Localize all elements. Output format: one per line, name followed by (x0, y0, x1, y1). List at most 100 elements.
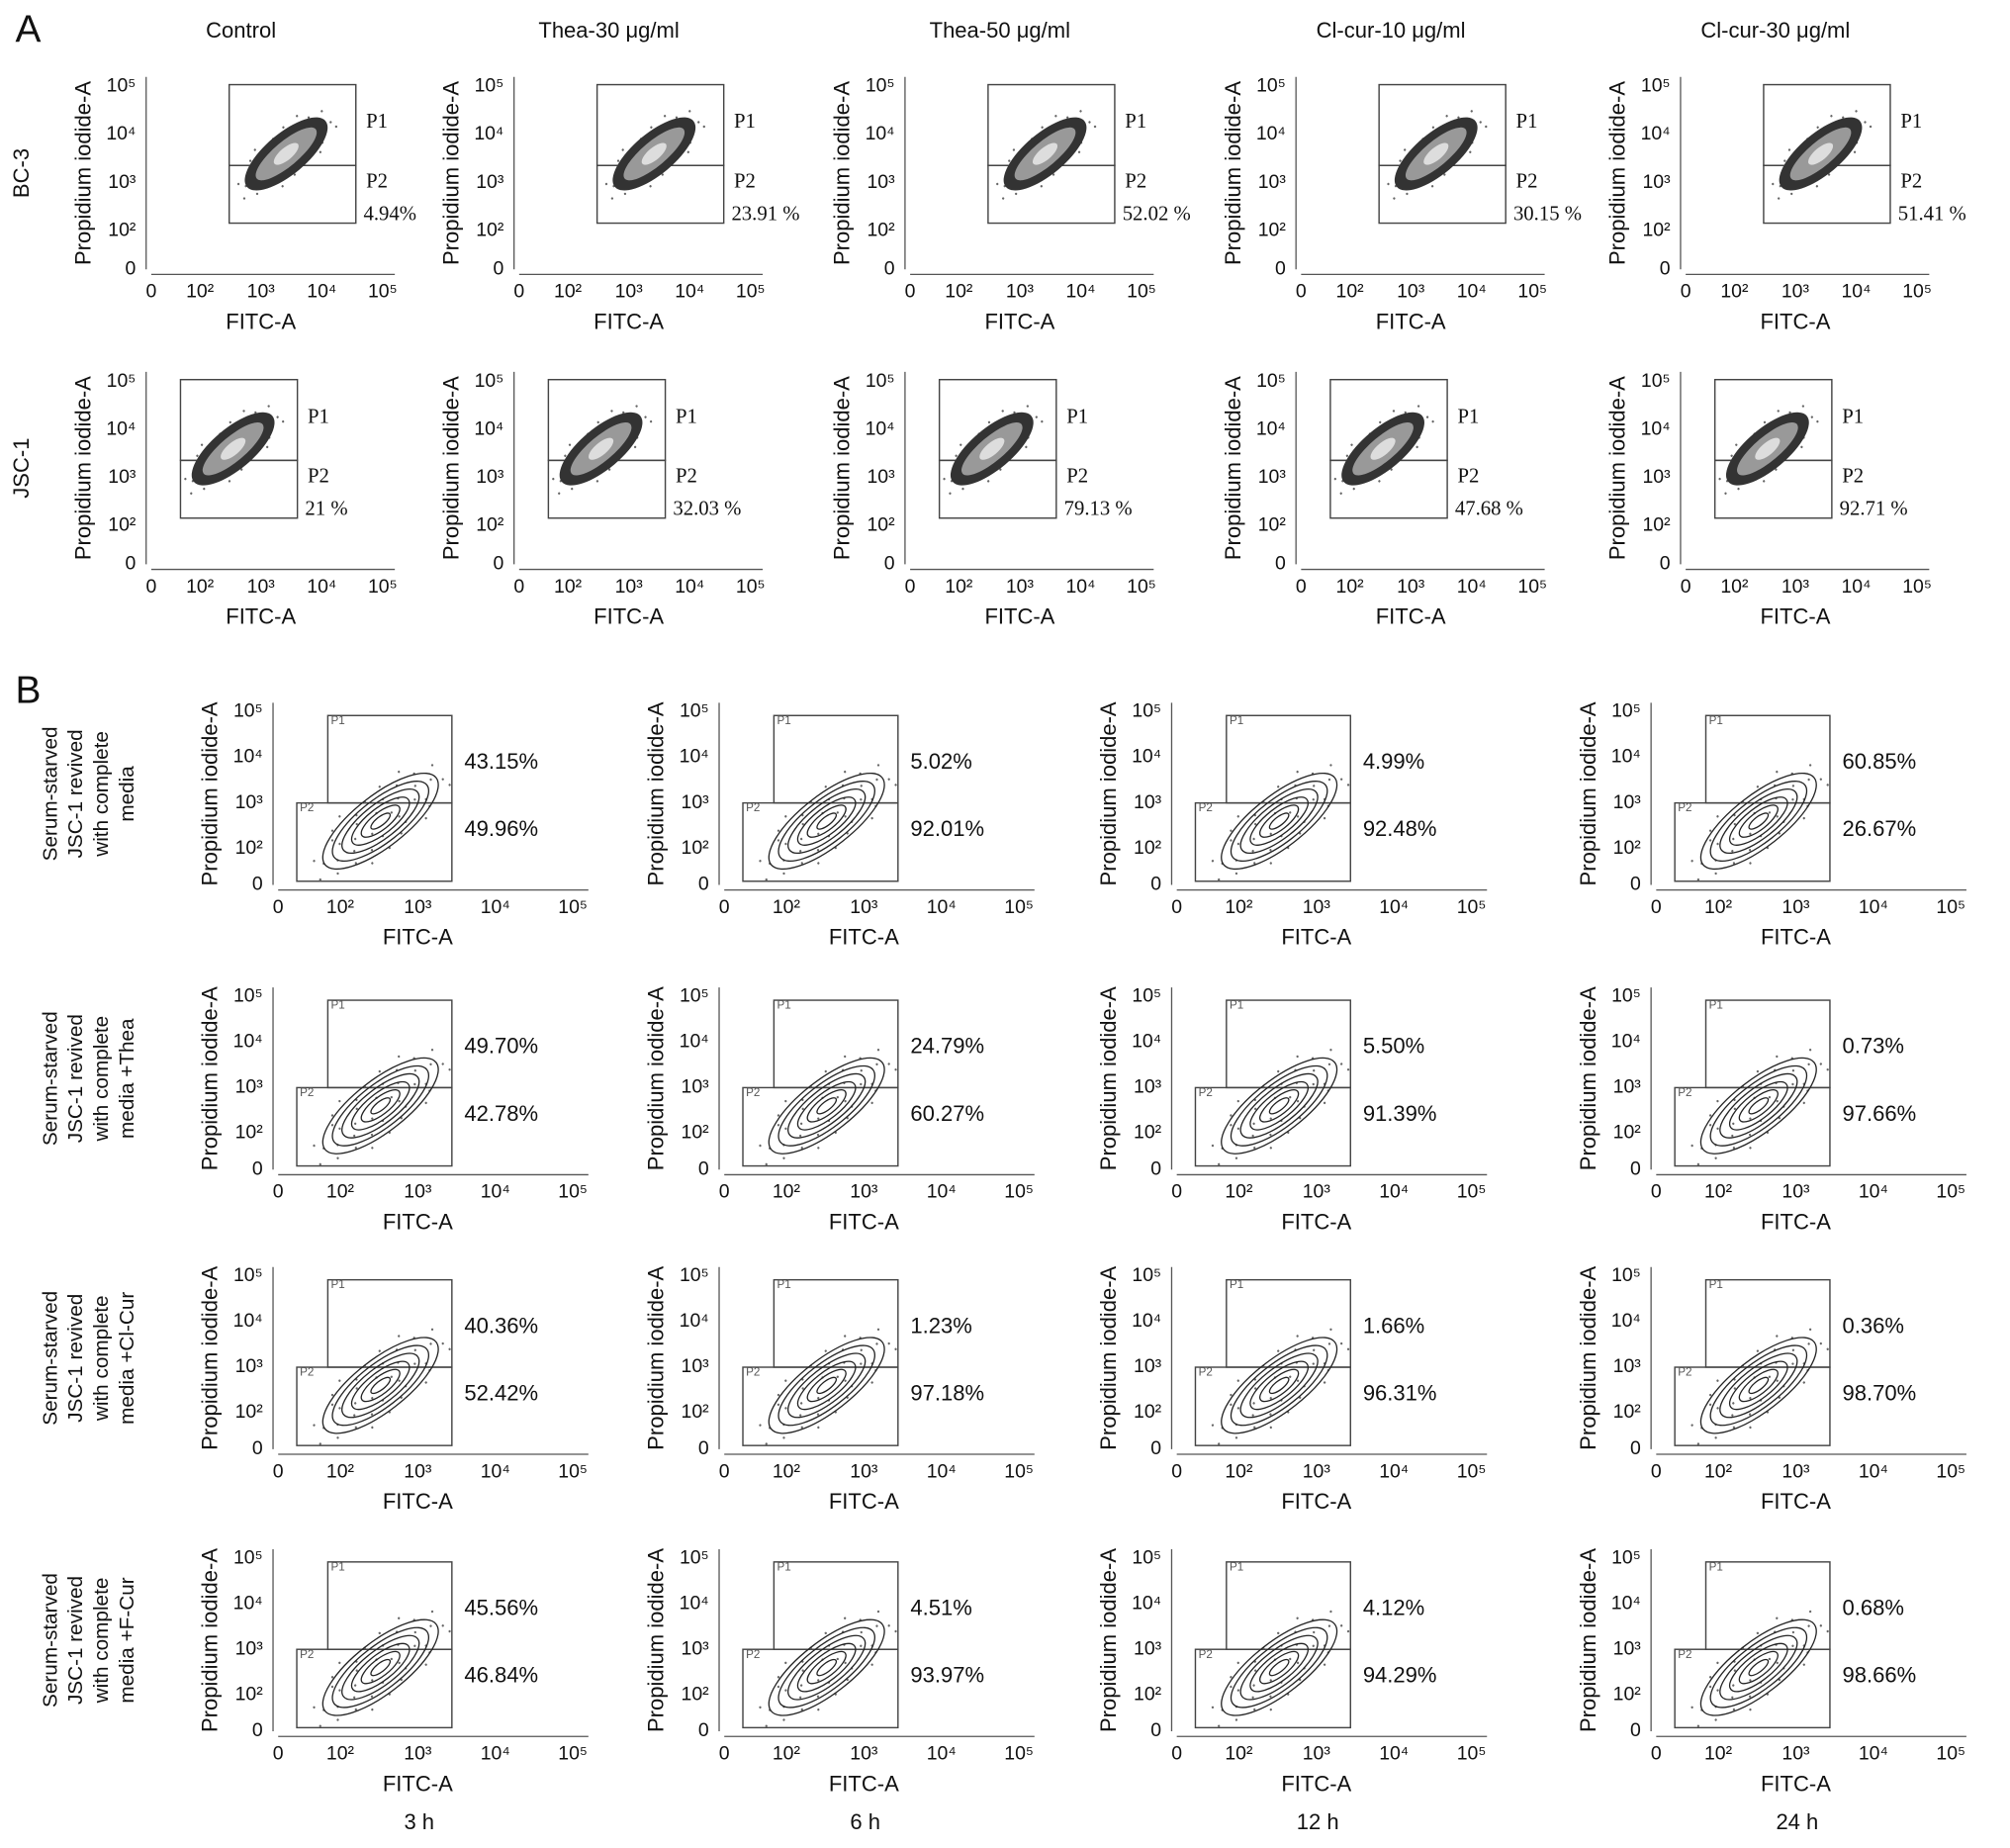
x-tick-label: 10² (773, 896, 801, 918)
contour (1738, 1650, 1779, 1685)
event-dot (686, 150, 689, 153)
event-dot (1714, 872, 1717, 876)
event-dot (1236, 1407, 1240, 1410)
event-dot (1733, 822, 1736, 826)
x-tick-label: 10² (1336, 281, 1365, 303)
y-tick-label: 0 (1150, 1157, 1161, 1179)
p1-percent: 1.23% (910, 1313, 971, 1338)
event-dot (697, 121, 700, 124)
event-dot (894, 1068, 897, 1071)
contour (1748, 1376, 1770, 1395)
contour (1709, 781, 1808, 863)
gate-label: P2 (1199, 1366, 1213, 1379)
x-tick-label: 10² (1225, 1743, 1253, 1765)
event-dot (644, 416, 647, 418)
event-dot (1708, 1393, 1712, 1397)
x-tick-label: 10² (326, 1743, 355, 1765)
event-dot (623, 192, 627, 196)
event-dot (203, 487, 206, 491)
x-axis-label: FITC-A (1281, 1771, 1351, 1796)
y-tick-label: 0 (698, 1719, 709, 1741)
event-dot (1269, 849, 1272, 852)
event-dot (1783, 159, 1786, 162)
x-tick-label: 10³ (1782, 576, 1810, 598)
event-dot (870, 1381, 873, 1384)
event-dot (1808, 1328, 1812, 1331)
gate-label: P2 (308, 466, 329, 488)
event-dot (1230, 1393, 1233, 1397)
contour (1259, 804, 1300, 838)
x-axis-label: FITC-A (1761, 925, 1831, 950)
contour (1230, 1344, 1328, 1427)
event-dot (784, 1127, 787, 1130)
y-tick-label: 10² (682, 1122, 710, 1144)
event-dot (1269, 1397, 1272, 1400)
contour (1719, 1072, 1798, 1139)
x-tick-label: 10⁵ (1936, 896, 1965, 918)
x-axis-label: FITC-A (383, 1771, 453, 1796)
event-dot (1296, 1379, 1300, 1382)
event-dot (650, 126, 653, 129)
event-dot (1269, 1413, 1272, 1416)
event-dot (413, 1068, 416, 1072)
event-dot (353, 1414, 356, 1417)
event-dot (1333, 477, 1336, 481)
density-core (1370, 437, 1396, 460)
y-tick-label: 10⁴ (680, 746, 709, 768)
event-dot (1791, 1644, 1794, 1647)
event-dot (1776, 1335, 1779, 1338)
contour (777, 1626, 875, 1709)
event-dot (253, 148, 256, 151)
event-dot (1853, 150, 1857, 153)
event-dot (336, 872, 339, 876)
x-tick-label: 10⁵ (1936, 1743, 1965, 1765)
event-dot (353, 837, 357, 841)
event-dot (1218, 1724, 1221, 1727)
gate-label: P2 (734, 170, 756, 192)
row-label: JSC-1 revived (64, 729, 87, 858)
density-blob (996, 110, 1097, 200)
y-tick-label: 0 (698, 874, 709, 895)
contour (1699, 1337, 1817, 1434)
density-blob (1333, 405, 1434, 495)
contour (768, 1618, 885, 1716)
event-dot (1269, 1426, 1272, 1430)
event-dot (1749, 1426, 1752, 1430)
event-dot (996, 182, 999, 186)
x-axis-label: FITC-A (226, 309, 296, 333)
y-tick-label: 10⁴ (106, 417, 136, 439)
event-dot (799, 1696, 802, 1700)
event-dot (663, 115, 667, 118)
event-dot (1777, 410, 1780, 413)
column-title: Cl-cur-30 μg/ml (1700, 18, 1850, 43)
column-title: Cl-cur-10 μg/ml (1317, 18, 1466, 43)
x-axis-label: FITC-A (1761, 1489, 1831, 1514)
contour (806, 1650, 847, 1685)
x-axis-label: FITC-A (1760, 309, 1830, 333)
y-tick-label: 0 (126, 257, 137, 279)
x-tick-label: 10⁴ (1859, 1181, 1888, 1203)
y-tick-label: 10⁴ (1256, 417, 1286, 439)
event-dot (784, 1379, 787, 1382)
y-tick-label: 0 (1150, 874, 1161, 895)
event-dot (1339, 492, 1342, 495)
event-dot (398, 1055, 401, 1059)
event-dot (1724, 492, 1727, 495)
density-blob (1690, 1610, 1829, 1727)
event-dot (860, 798, 863, 801)
event-dot (1211, 1144, 1215, 1148)
event-dot (242, 410, 245, 413)
event-dot (293, 173, 297, 176)
event-dot (240, 468, 243, 471)
contour (1221, 1337, 1338, 1434)
y-tick-label: 10² (682, 1401, 710, 1423)
x-tick-label: 10³ (404, 1743, 432, 1765)
x-tick-label: 0 (1296, 281, 1307, 303)
event-dot (784, 842, 787, 846)
y-axis-label: Propidium iodide-A (1576, 701, 1600, 885)
event-dot (800, 1708, 803, 1711)
contour (787, 1634, 867, 1701)
event-dot (1211, 860, 1215, 863)
y-tick-label: 0 (1630, 1157, 1641, 1179)
contour (1728, 796, 1788, 846)
